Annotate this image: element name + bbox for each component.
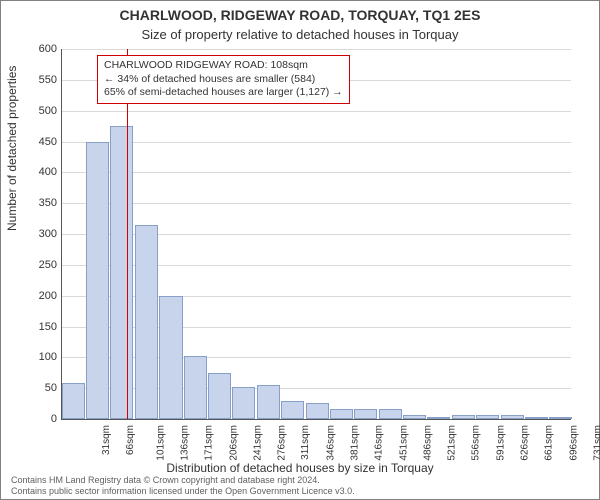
x-tick-label: 136sqm (180, 425, 191, 461)
info-box: CHARLWOOD RIDGEWAY ROAD: 108sqm← 34% of … (97, 55, 350, 104)
x-tick-label: 451sqm (398, 425, 409, 461)
plot-area: 05010015020025030035040045050055060031sq… (61, 49, 571, 419)
info-box-line: 65% of semi-detached houses are larger (… (104, 86, 343, 100)
y-tick-label: 500 (17, 105, 57, 117)
y-tick-label: 150 (17, 321, 57, 333)
grid-line (61, 172, 571, 173)
histogram-bar (159, 296, 182, 419)
histogram-bar (135, 225, 158, 419)
x-tick-label: 696sqm (568, 425, 579, 461)
y-tick-label: 600 (17, 43, 57, 55)
x-tick-label: 381sqm (350, 425, 361, 461)
histogram-bar (330, 409, 353, 419)
histogram-bar (110, 126, 133, 419)
chart-container: CHARLWOOD, RIDGEWAY ROAD, TORQUAY, TQ1 2… (0, 0, 600, 500)
y-tick-label: 0 (17, 413, 57, 425)
y-tick-label: 300 (17, 228, 57, 240)
x-axis-line (61, 419, 571, 420)
x-tick-label: 556sqm (471, 425, 482, 461)
info-box-line: ← 34% of detached houses are smaller (58… (104, 73, 343, 87)
x-tick-label: 241sqm (252, 425, 263, 461)
y-tick-label: 350 (17, 197, 57, 209)
y-tick-label: 550 (17, 74, 57, 86)
x-tick-label: 101sqm (155, 425, 166, 461)
marker-line (127, 49, 128, 419)
x-tick-label: 591sqm (495, 425, 506, 461)
main-title: CHARLWOOD, RIDGEWAY ROAD, TORQUAY, TQ1 2… (1, 7, 599, 23)
footer-line-1: Contains HM Land Registry data © Crown c… (11, 475, 589, 486)
sub-title: Size of property relative to detached ho… (1, 27, 599, 42)
histogram-bar (232, 387, 255, 419)
grid-line (61, 203, 571, 204)
x-tick-label: 416sqm (374, 425, 385, 461)
x-tick-label: 171sqm (204, 425, 215, 461)
histogram-bar (257, 385, 280, 419)
y-tick-label: 250 (17, 259, 57, 271)
x-tick-label: 486sqm (422, 425, 433, 461)
histogram-bar (306, 403, 329, 419)
y-tick-label: 200 (17, 290, 57, 302)
grid-line (61, 111, 571, 112)
x-tick-label: 626sqm (520, 425, 531, 461)
histogram-bar (354, 409, 377, 419)
y-tick-label: 450 (17, 136, 57, 148)
histogram-bar (62, 383, 85, 419)
histogram-bar (86, 142, 109, 420)
grid-line (61, 49, 571, 50)
footer-line-2: Contains public sector information licen… (11, 486, 589, 497)
footer-note: Contains HM Land Registry data © Crown c… (11, 475, 589, 497)
x-tick-label: 276sqm (277, 425, 288, 461)
x-tick-label: 206sqm (228, 425, 239, 461)
grid-line (61, 142, 571, 143)
y-tick-label: 400 (17, 166, 57, 178)
histogram-bar (281, 401, 304, 420)
x-tick-label: 521sqm (447, 425, 458, 461)
x-tick-label: 311sqm (300, 425, 311, 460)
y-axis-line (61, 49, 62, 419)
histogram-bar (379, 409, 402, 419)
histogram-bar (208, 373, 231, 419)
y-tick-label: 50 (17, 382, 57, 394)
histogram-bar (184, 356, 207, 419)
info-box-line: CHARLWOOD RIDGEWAY ROAD: 108sqm (104, 59, 343, 73)
x-tick-label: 661sqm (544, 425, 555, 461)
x-axis-label: Distribution of detached houses by size … (1, 461, 599, 475)
x-tick-label: 31sqm (101, 425, 112, 455)
y-tick-label: 100 (17, 351, 57, 363)
x-tick-label: 731sqm (592, 425, 600, 461)
x-tick-label: 66sqm (125, 425, 136, 455)
x-tick-label: 346sqm (325, 425, 336, 461)
